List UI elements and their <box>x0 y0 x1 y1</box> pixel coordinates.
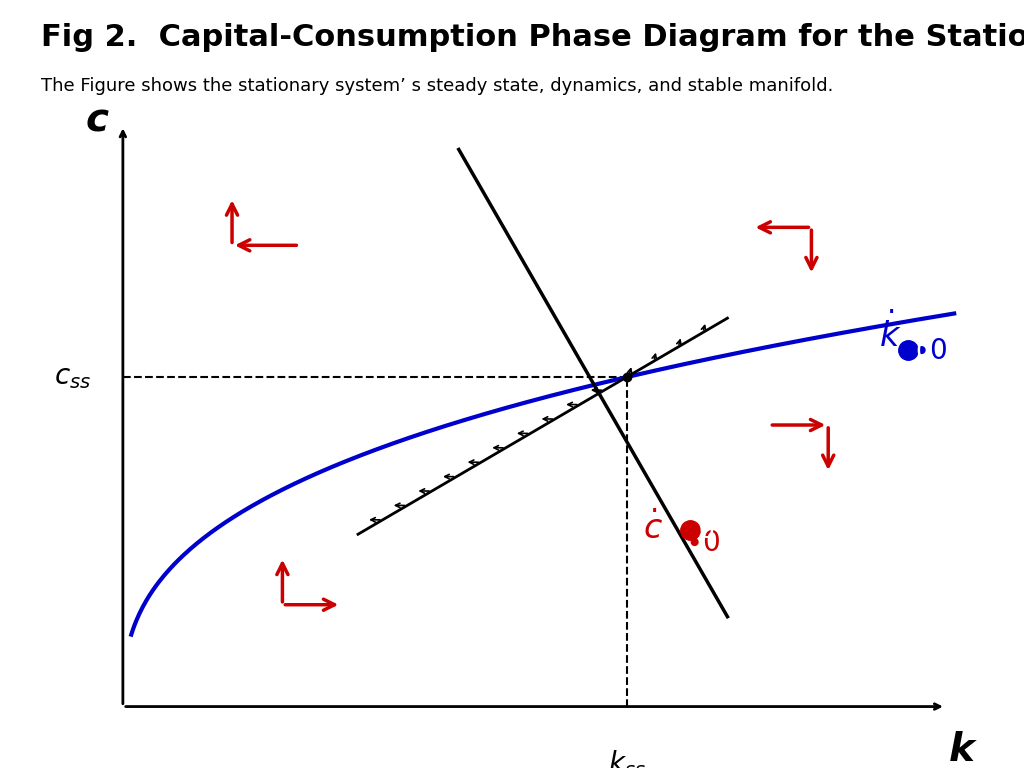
Text: $k_{ss}$: $k_{ss}$ <box>607 749 646 768</box>
Text: 0: 0 <box>698 519 714 543</box>
Text: $\bullet$0: $\bullet$0 <box>685 529 721 557</box>
Text: $\dot{c}$: $\dot{c}$ <box>643 511 664 546</box>
Text: Fig 2.  Capital-Consumption Phase Diagram for the Stationary System: Fig 2. Capital-Consumption Phase Diagram… <box>41 23 1024 52</box>
Text: $\bullet$0: $\bullet$0 <box>912 337 947 365</box>
Text: $c_{ss}$: $c_{ss}$ <box>54 363 91 391</box>
Text: $\boldsymbol{c}$: $\boldsymbol{c}$ <box>85 101 110 138</box>
Text: $\dot{k}$: $\dot{k}$ <box>879 313 901 354</box>
Text: 0: 0 <box>915 340 932 364</box>
Text: The Figure shows the stationary system’ s steady state, dynamics, and stable man: The Figure shows the stationary system’ … <box>41 77 834 94</box>
Text: $\boldsymbol{k}$: $\boldsymbol{k}$ <box>947 730 978 768</box>
